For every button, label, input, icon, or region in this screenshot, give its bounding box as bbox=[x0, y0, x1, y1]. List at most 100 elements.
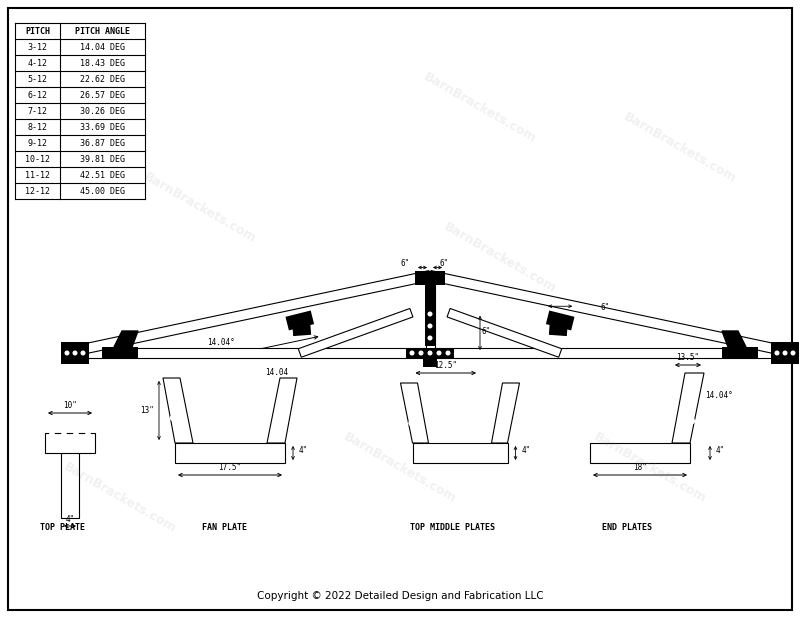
Text: 4": 4" bbox=[66, 515, 74, 524]
Circle shape bbox=[626, 451, 631, 455]
Circle shape bbox=[63, 494, 69, 499]
Polygon shape bbox=[267, 378, 297, 443]
Circle shape bbox=[63, 459, 69, 464]
Text: 13.5": 13.5" bbox=[677, 353, 699, 362]
Circle shape bbox=[282, 400, 286, 405]
Polygon shape bbox=[64, 271, 431, 358]
Text: PITCH ANGLE: PITCH ANGLE bbox=[75, 27, 130, 35]
Circle shape bbox=[425, 451, 430, 455]
Bar bbox=[415, 271, 445, 284]
Circle shape bbox=[170, 415, 175, 420]
Text: 12.5": 12.5" bbox=[434, 361, 458, 370]
Bar bbox=[423, 355, 437, 367]
Text: BarnBrackets.com: BarnBrackets.com bbox=[142, 171, 258, 245]
Circle shape bbox=[74, 433, 78, 438]
Text: 6-12: 6-12 bbox=[27, 90, 47, 99]
Circle shape bbox=[66, 351, 69, 355]
Circle shape bbox=[71, 494, 77, 499]
Polygon shape bbox=[114, 331, 138, 347]
Polygon shape bbox=[491, 383, 519, 443]
Text: 6": 6" bbox=[440, 258, 450, 268]
Bar bbox=[102, 347, 138, 359]
Circle shape bbox=[791, 351, 794, 355]
Circle shape bbox=[428, 351, 432, 355]
Polygon shape bbox=[163, 378, 193, 443]
Text: 26.57 DEG: 26.57 DEG bbox=[80, 90, 125, 99]
Circle shape bbox=[437, 351, 441, 355]
Text: 14.04: 14.04 bbox=[265, 368, 288, 377]
Circle shape bbox=[63, 476, 69, 481]
Text: 10": 10" bbox=[63, 401, 77, 410]
Polygon shape bbox=[401, 383, 429, 443]
Text: 30.26 DEG: 30.26 DEG bbox=[80, 106, 125, 116]
Text: BarnBrackets.com: BarnBrackets.com bbox=[62, 460, 178, 536]
Circle shape bbox=[409, 420, 414, 426]
Circle shape bbox=[207, 451, 213, 455]
Polygon shape bbox=[722, 331, 746, 347]
Text: TOP PLATE: TOP PLATE bbox=[40, 523, 85, 532]
Circle shape bbox=[50, 433, 54, 438]
Polygon shape bbox=[672, 373, 704, 443]
Polygon shape bbox=[447, 308, 562, 357]
Text: END PLATES: END PLATES bbox=[602, 523, 652, 532]
Circle shape bbox=[187, 451, 193, 455]
Bar bbox=[406, 348, 454, 358]
Text: PITCH: PITCH bbox=[25, 27, 50, 35]
Circle shape bbox=[649, 451, 654, 455]
Circle shape bbox=[605, 451, 610, 455]
Text: 3-12: 3-12 bbox=[27, 43, 47, 51]
Bar bbox=[175, 443, 285, 463]
Bar bbox=[549, 325, 567, 336]
Circle shape bbox=[174, 400, 178, 405]
Text: 4": 4" bbox=[522, 446, 530, 455]
Bar bbox=[546, 310, 574, 331]
Bar bbox=[45, 433, 95, 453]
Circle shape bbox=[267, 451, 273, 455]
Bar bbox=[293, 325, 311, 336]
Bar bbox=[61, 443, 79, 518]
Circle shape bbox=[670, 451, 675, 455]
Text: Copyright © 2022 Detailed Design and Fabrication LLC: Copyright © 2022 Detailed Design and Fab… bbox=[257, 591, 543, 601]
Circle shape bbox=[446, 451, 451, 455]
Bar bbox=[771, 342, 799, 364]
Text: 11-12: 11-12 bbox=[25, 171, 50, 179]
Circle shape bbox=[428, 312, 432, 316]
Text: BarnBrackets.com: BarnBrackets.com bbox=[591, 430, 709, 506]
Text: 8-12: 8-12 bbox=[27, 122, 47, 132]
Text: BarnBrackets.com: BarnBrackets.com bbox=[422, 70, 538, 146]
Text: 4": 4" bbox=[299, 446, 308, 455]
Text: 39.81 DEG: 39.81 DEG bbox=[80, 154, 125, 164]
Circle shape bbox=[278, 415, 283, 420]
Text: FAN PLATE: FAN PLATE bbox=[202, 523, 247, 532]
Text: 6": 6" bbox=[401, 258, 410, 268]
Bar bbox=[413, 443, 507, 463]
Circle shape bbox=[775, 351, 778, 355]
Text: 22.62 DEG: 22.62 DEG bbox=[80, 75, 125, 83]
Text: 13": 13" bbox=[140, 406, 154, 415]
Polygon shape bbox=[65, 348, 795, 358]
Text: 10-12: 10-12 bbox=[25, 154, 50, 164]
Circle shape bbox=[227, 451, 233, 455]
Text: 12-12: 12-12 bbox=[25, 187, 50, 195]
Circle shape bbox=[71, 476, 77, 481]
Bar bbox=[286, 310, 314, 331]
Bar bbox=[590, 443, 690, 463]
Text: 5-12: 5-12 bbox=[27, 75, 47, 83]
Text: 14.04°: 14.04° bbox=[206, 338, 234, 347]
Polygon shape bbox=[429, 271, 796, 358]
Circle shape bbox=[86, 433, 90, 438]
Circle shape bbox=[410, 351, 414, 355]
Circle shape bbox=[783, 351, 786, 355]
Text: 42.51 DEG: 42.51 DEG bbox=[80, 171, 125, 179]
Circle shape bbox=[419, 351, 422, 355]
Text: 45.00 DEG: 45.00 DEG bbox=[80, 187, 125, 195]
Bar bbox=[425, 284, 435, 346]
Circle shape bbox=[504, 402, 509, 407]
Polygon shape bbox=[298, 308, 413, 357]
Text: BarnBrackets.com: BarnBrackets.com bbox=[442, 221, 558, 295]
Circle shape bbox=[71, 459, 77, 464]
Text: BarnBrackets.com: BarnBrackets.com bbox=[622, 111, 738, 185]
Text: 33.69 DEG: 33.69 DEG bbox=[80, 122, 125, 132]
Circle shape bbox=[247, 451, 253, 455]
Bar bbox=[61, 342, 89, 364]
